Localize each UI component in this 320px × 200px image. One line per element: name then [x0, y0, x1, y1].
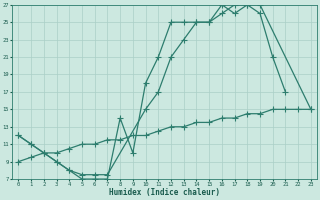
X-axis label: Humidex (Indice chaleur): Humidex (Indice chaleur) [109, 188, 220, 197]
